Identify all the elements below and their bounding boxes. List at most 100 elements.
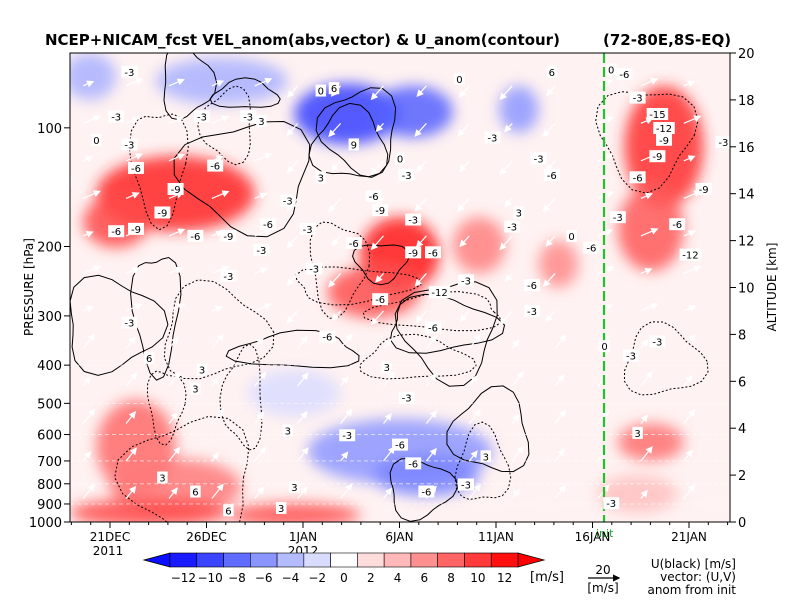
wind-vector-24 <box>168 487 178 499</box>
contour-label-bg-5 <box>121 138 138 151</box>
altitude-axis: 0 2 4 6 8 10 12 14 16 18 20 <box>730 47 755 531</box>
contour-label-78: 3 <box>483 452 489 463</box>
anomaly-blob-14 <box>373 453 480 497</box>
legend-line-1: U(black) [m/s] <box>651 557 736 571</box>
wind-vector-159 <box>640 370 653 387</box>
wind-vector-173 <box>683 305 697 312</box>
wind-vector-54 <box>254 267 268 275</box>
contour-label-bg-28 <box>365 190 382 203</box>
wind-vector-100 <box>425 334 438 349</box>
contour-label-bg-33 <box>428 286 451 299</box>
contour-label-52: -3 <box>633 94 643 105</box>
wind-vector-179 <box>683 80 696 88</box>
init-label: init <box>596 527 614 540</box>
wind-vector-110 <box>468 408 481 424</box>
wind-vector-55 <box>254 228 273 237</box>
anomaly-blob-10 <box>70 53 117 100</box>
pressure-tick-label-1000: 1000 <box>29 516 62 531</box>
contour-label-61: -12 <box>682 251 698 262</box>
contour-label-bg-22 <box>328 82 340 95</box>
contour-label-0: -3 <box>124 68 134 79</box>
contour-label-bg-42 <box>530 152 547 165</box>
contour-label-2: -3 <box>197 112 207 123</box>
contour-line-6 <box>130 256 182 381</box>
colorbar-swatch-10 <box>437 552 465 568</box>
wind-vector-103 <box>415 235 427 248</box>
plot-area: -3-3 -3 -30 -3-6 -6-6-9-9-3-6 -9-6 -9-6 -3-3-3-… <box>70 53 730 522</box>
wind-vector-132 <box>554 484 567 499</box>
wind-vector-106 <box>414 122 427 137</box>
altitude-tick-label-16: 16 <box>738 141 755 156</box>
contour-label-bg-25 <box>315 171 327 184</box>
contour-label-5: -3 <box>124 140 134 151</box>
wind-vector-73 <box>340 451 349 462</box>
reference-vector: 20 [m/s] <box>587 563 621 595</box>
contour-label-bg-11 <box>279 194 296 207</box>
contour-label-bg-47 <box>583 241 600 254</box>
contour-line-19 <box>595 91 699 194</box>
wind-vector-178 <box>683 115 702 124</box>
contour-label-bg-40 <box>524 279 540 292</box>
contour-label-37: -3 <box>309 265 319 276</box>
wind-vector-111 <box>468 374 479 387</box>
contour-line-9 <box>359 333 477 380</box>
contour-label-bg-75 <box>405 457 422 470</box>
contour-label-bg-51 <box>616 68 633 81</box>
wind-vector-135 <box>554 373 565 387</box>
wind-vector-67 <box>286 235 299 249</box>
contour-line-22 <box>209 77 281 108</box>
wind-vector-15 <box>125 372 138 387</box>
contour-label-19: -3 <box>256 246 266 257</box>
contour-label-bg-62 <box>609 211 626 224</box>
contour-label-22: 6 <box>331 84 337 95</box>
contour-label-bg-69 <box>381 361 393 374</box>
anomaly-blob-4 <box>452 217 506 274</box>
wind-vector-152 <box>597 191 614 199</box>
wind-vector-61 <box>297 447 309 462</box>
wind-vector-12 <box>125 485 137 499</box>
wind-vector-125 <box>499 310 513 326</box>
wind-vector-29 <box>168 303 186 312</box>
wind-vector-3 <box>82 376 91 387</box>
anomaly-blob-7 <box>373 85 453 138</box>
wind-vector-25 <box>168 446 181 462</box>
contour-label-bg-27 <box>398 168 415 181</box>
contour-label-bg-15 <box>220 229 237 242</box>
contour-label-38: -3 <box>461 276 471 287</box>
anomaly-blob-18 <box>228 503 361 522</box>
wind-vector-39 <box>211 377 220 387</box>
contour-label-11: -3 <box>283 197 293 208</box>
wind-vector-13 <box>125 447 137 462</box>
contour-label-bg-59 <box>695 183 712 196</box>
colorbar-tick-label-8: 4 <box>394 571 402 585</box>
colorbar-swatch-1 <box>196 552 224 568</box>
wind-vector-35 <box>168 78 185 87</box>
wind-vector-74 <box>340 408 353 424</box>
wind-vector-171 <box>683 374 693 387</box>
contour-label-bg-17 <box>299 222 316 235</box>
wind-vector-93 <box>370 160 384 176</box>
contour-label-bg-16 <box>260 218 276 231</box>
contour-label-68: 3 <box>199 366 205 377</box>
contour-label-bg-78 <box>480 450 492 463</box>
contour-label-64: 0 <box>601 342 607 353</box>
wind-vector-91 <box>370 235 384 251</box>
wind-vector-104 <box>414 197 427 212</box>
anomaly-blob-20 <box>248 369 341 417</box>
contour-label-66: -3 <box>124 319 134 330</box>
contour-label-16: -6 <box>263 220 273 231</box>
wind-vector-136 <box>554 334 567 349</box>
wind-vector-130 <box>504 122 513 133</box>
colorbar-swatch-9 <box>410 552 438 568</box>
altitude-tick-label-2: 2 <box>738 469 746 484</box>
contour-line-11 <box>197 85 251 166</box>
contour-label-39: -3 <box>527 307 537 318</box>
wind-vector-108 <box>468 483 482 499</box>
contour-label-bg-41 <box>484 131 501 144</box>
wind-vector-33 <box>168 153 186 162</box>
contour-label-1: -3 <box>111 112 121 123</box>
wind-vector-28 <box>168 336 179 349</box>
wind-vector-117 <box>459 160 470 173</box>
altitude-tick-label-4: 4 <box>738 422 746 437</box>
